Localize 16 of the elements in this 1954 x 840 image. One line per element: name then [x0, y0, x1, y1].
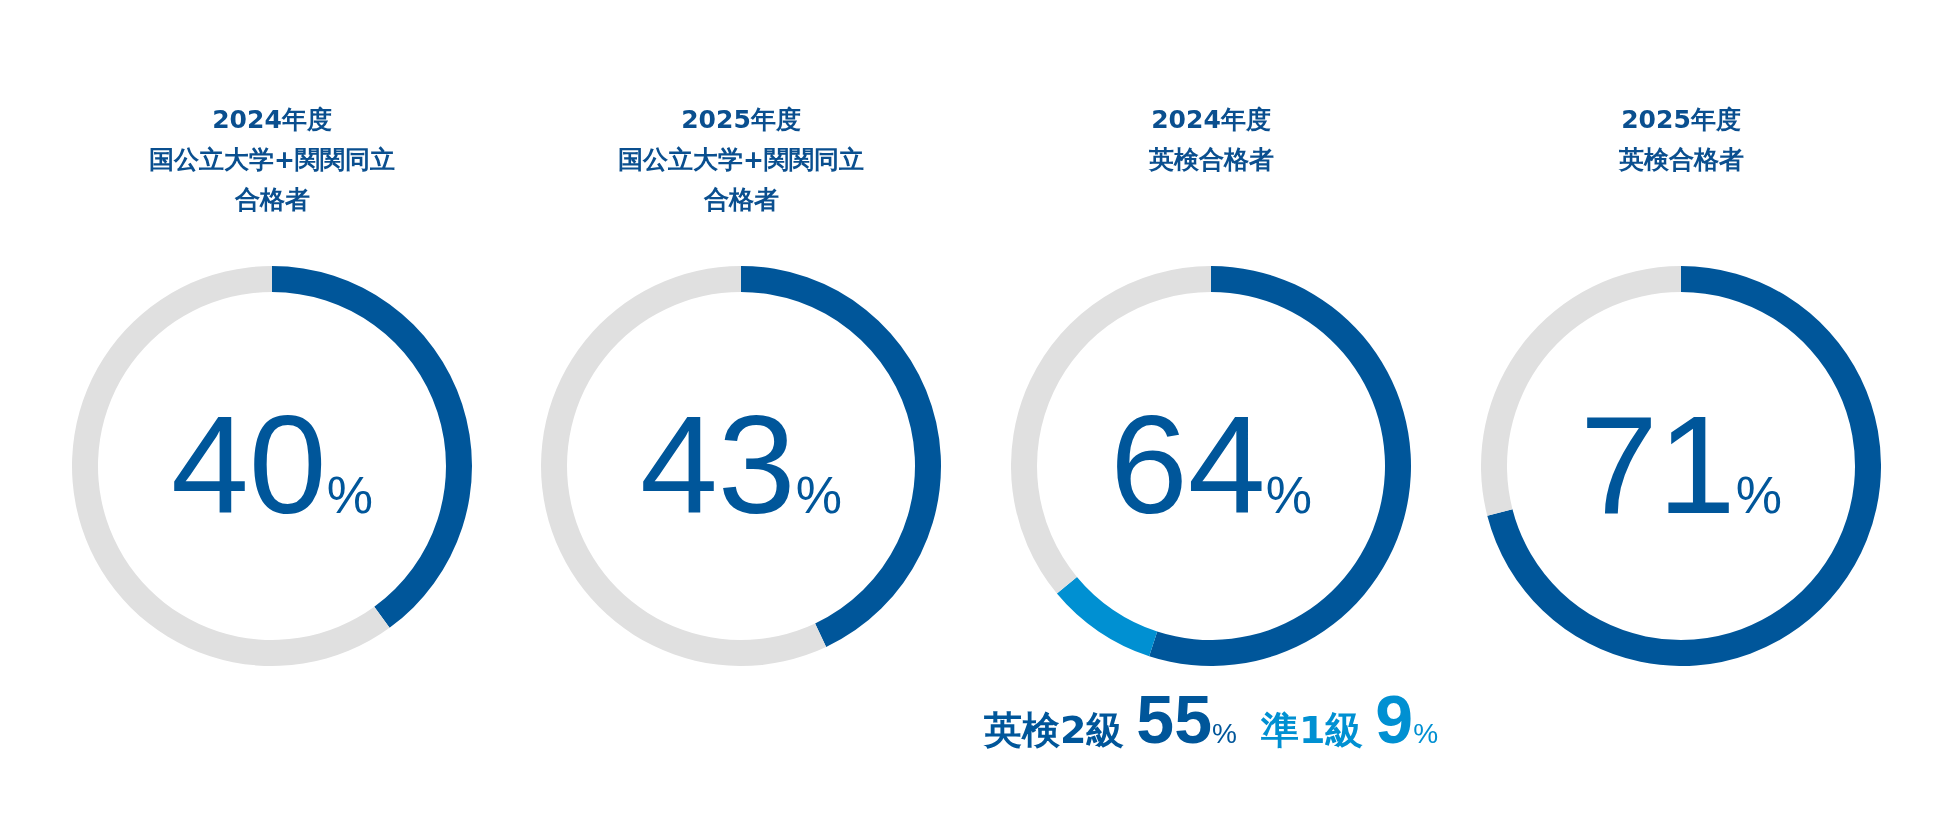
chart-title: 2024年度: [1150, 104, 1272, 136]
chart-title: 2025年度: [680, 104, 802, 136]
text: 55%: [1136, 681, 1237, 757]
chart-subtitle: 英検合格者: [1147, 144, 1275, 176]
chart-subtitle: 国公立大学+関関同立合格者: [617, 144, 865, 216]
text: 40%: [171, 386, 373, 543]
text: 43%: [640, 386, 842, 543]
text: 9%: [1375, 681, 1439, 757]
chart-subtitle: 国公立大学+関関同立合格者: [148, 144, 396, 216]
text: 64%: [1110, 386, 1312, 543]
chart-title: 2024年度: [211, 104, 333, 136]
chart-title: 2025年度: [1620, 104, 1742, 136]
text: 71%: [1580, 386, 1782, 543]
text: 準1級: [1260, 708, 1364, 752]
text: 英検2級: [983, 708, 1125, 752]
chart-subtitle: 英検合格者: [1617, 144, 1745, 176]
